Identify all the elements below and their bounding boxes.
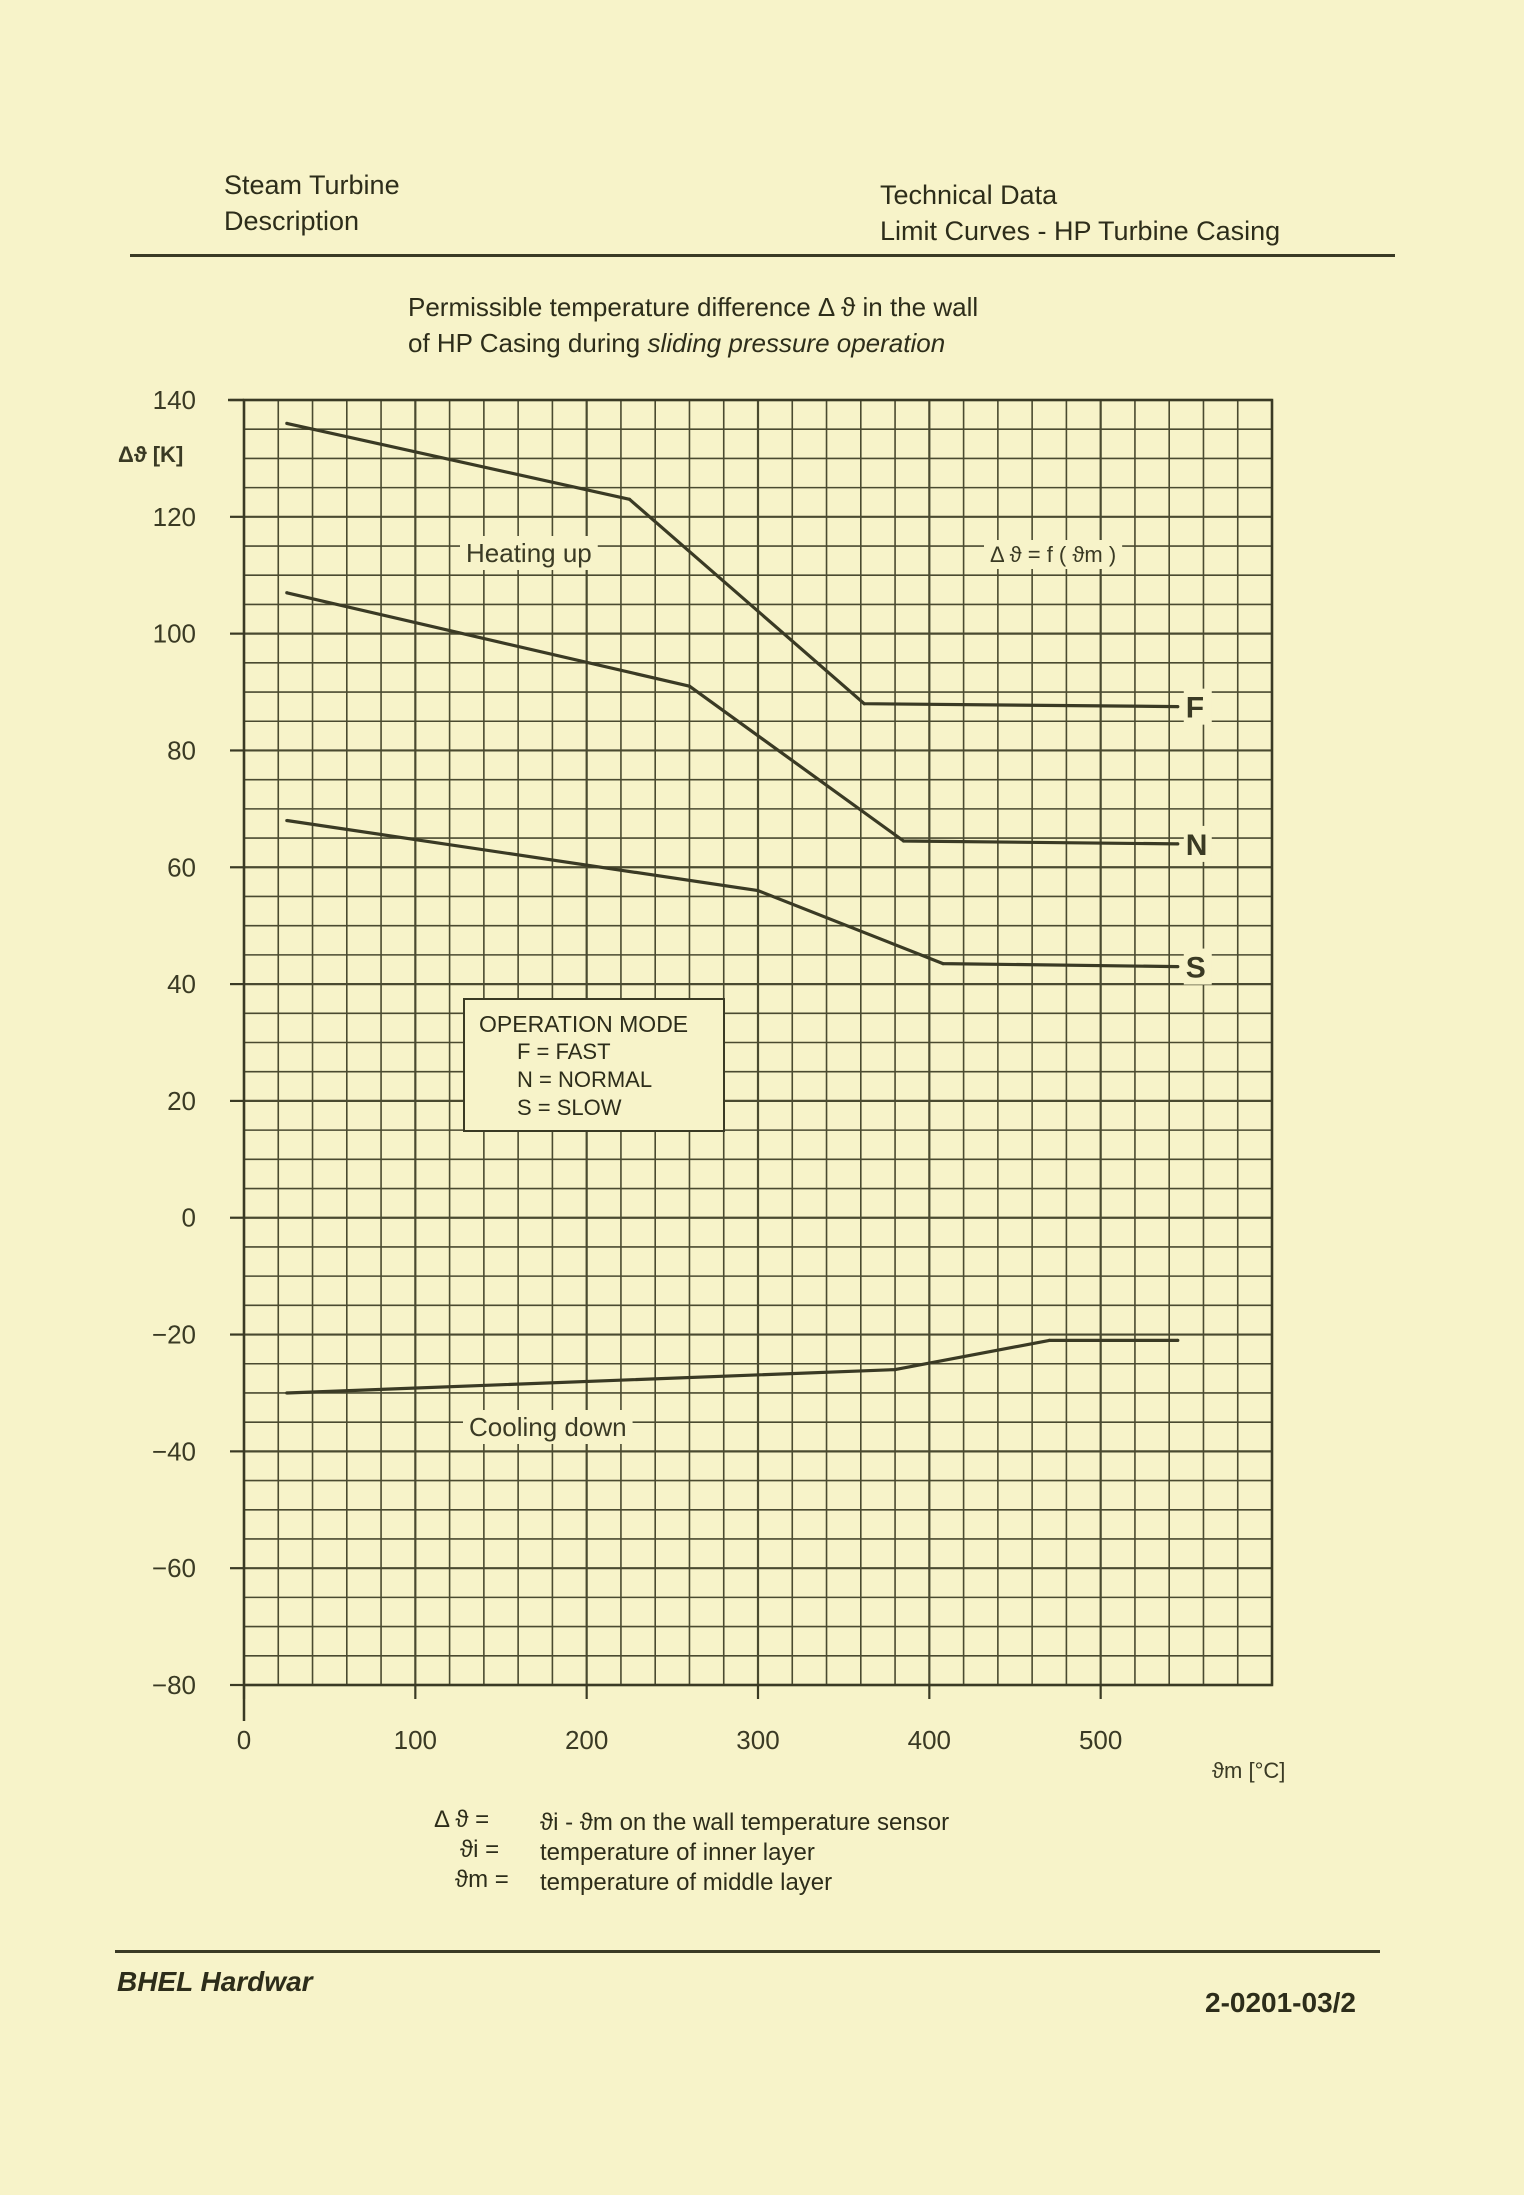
series-point <box>1047 1338 1051 1342</box>
y-tick-label: −20 <box>152 1320 196 1350</box>
series-point <box>285 1391 289 1395</box>
series-end-label-bg <box>1183 688 1212 725</box>
header-right-line2: Limit Curves - HP Turbine Casing <box>880 216 1281 246</box>
footer-doc-number: 2-0201-03/2 <box>1205 1987 1357 2018</box>
x-tick-label: 200 <box>565 1725 608 1755</box>
definition-delta-lhs: Δ ϑ = <box>434 1806 490 1833</box>
operation-mode-legend: OPERATION MODE F = FAST N = NORMAL S = S… <box>463 998 725 1132</box>
series-point <box>941 962 945 966</box>
legend-item-fast: F = FAST <box>517 1039 611 1064</box>
y-tick-label: −40 <box>152 1436 196 1466</box>
y-tick-label: 140 <box>153 385 196 415</box>
series-point <box>627 497 632 501</box>
y-tick-label: 80 <box>167 735 196 765</box>
x-tick-label: 500 <box>1079 1725 1122 1755</box>
chart-axes <box>228 398 1274 1721</box>
legend-title: OPERATION MODE <box>479 1011 689 1037</box>
header-left-line2: Description <box>224 206 360 236</box>
footer-company: BHEL Hardwar <box>117 1966 313 1997</box>
chart-labels: Δϑ [K] ϑm [°C] F N S Heating up Cooling down Δ … <box>118 442 1285 1783</box>
series-point <box>1176 842 1180 846</box>
y-tick-label: 40 <box>167 969 196 999</box>
series-end-label: S <box>1186 952 1206 985</box>
definition-delta-rhs: ϑi - ϑm on the wall temperature sensor <box>540 1809 950 1836</box>
y-tick-label: −80 <box>152 1670 196 1700</box>
x-tick-label: 0 <box>237 1725 251 1755</box>
chart-grid <box>242 398 1274 1687</box>
header-right-line1: Technical Data <box>880 180 1058 210</box>
chart-ticks: 0 100 200 300 400 500140120100806040200−20−40… <box>152 385 1122 1755</box>
series-point <box>1176 705 1180 709</box>
y-tick-label: 60 <box>167 852 196 882</box>
chart-series <box>285 421 1180 1395</box>
x-axis-label: ϑm [°C] <box>1212 1758 1285 1783</box>
legend-item-normal: N = NORMAL <box>517 1067 653 1092</box>
series-point <box>285 818 289 823</box>
y-tick-label: −60 <box>152 1553 196 1583</box>
y-tick-label: 0 <box>182 1203 196 1233</box>
series-line-s <box>286 818 1178 969</box>
series-end-label: N <box>1186 829 1208 862</box>
x-tick-label: 400 <box>908 1725 951 1755</box>
header-left-line1: Steam Turbine <box>224 170 400 200</box>
definition-inner-rhs: temperature of inner layer <box>540 1839 815 1866</box>
chart-title-line2-plain: of HP Casing during <box>408 328 648 358</box>
definition-inner-lhs: ϑi = <box>460 1836 500 1863</box>
series-point <box>756 889 760 893</box>
definition-middle-lhs: ϑm = <box>455 1866 509 1893</box>
series-point <box>1176 964 1180 969</box>
footer-rule <box>115 1950 1380 1953</box>
y-axis-label: Δϑ [K] <box>118 442 183 467</box>
header-rule <box>130 254 1395 257</box>
annotation-cooling-down-bg <box>463 1410 633 1444</box>
series-point <box>893 1367 897 1372</box>
y-tick-label: 20 <box>167 1086 196 1116</box>
y-tick-label: 100 <box>153 619 196 649</box>
chart-title-line2: of HP Casing during sliding pressure ope… <box>408 326 945 360</box>
annotation-function: Δ ϑ = f ( ϑm ) <box>990 542 1116 567</box>
annotation-heating-up-bg <box>460 536 598 570</box>
definition-middle-rhs: temperature of middle layer <box>540 1869 833 1896</box>
chart-title-line1: Permissible temperature difference Δ ϑ i… <box>408 292 979 322</box>
series-end-label: F <box>1186 692 1204 725</box>
chart-title-line2-italic: sliding pressure operation <box>647 328 946 358</box>
series-point <box>902 839 906 843</box>
annotation-cooling-down: Cooling down <box>469 1412 627 1442</box>
series-end-label-bg <box>1183 948 1212 985</box>
y-tick-label: 120 <box>153 502 196 532</box>
x-tick-label: 300 <box>736 1725 779 1755</box>
annotation-heating-up: Heating up <box>466 538 592 568</box>
series-point <box>862 702 866 706</box>
legend-item-slow: S = SLOW <box>517 1095 622 1120</box>
series-end-label-bg <box>1183 825 1212 862</box>
x-tick-label: 100 <box>394 1725 437 1755</box>
series-point <box>1176 1338 1180 1342</box>
series-point <box>285 591 289 595</box>
series-line-n <box>286 591 1178 846</box>
series-point <box>687 684 692 688</box>
series-line-f <box>286 421 1178 709</box>
series-point <box>285 421 289 425</box>
series-line-cooling <box>286 1338 1178 1395</box>
annotation-function-bg <box>984 540 1123 569</box>
